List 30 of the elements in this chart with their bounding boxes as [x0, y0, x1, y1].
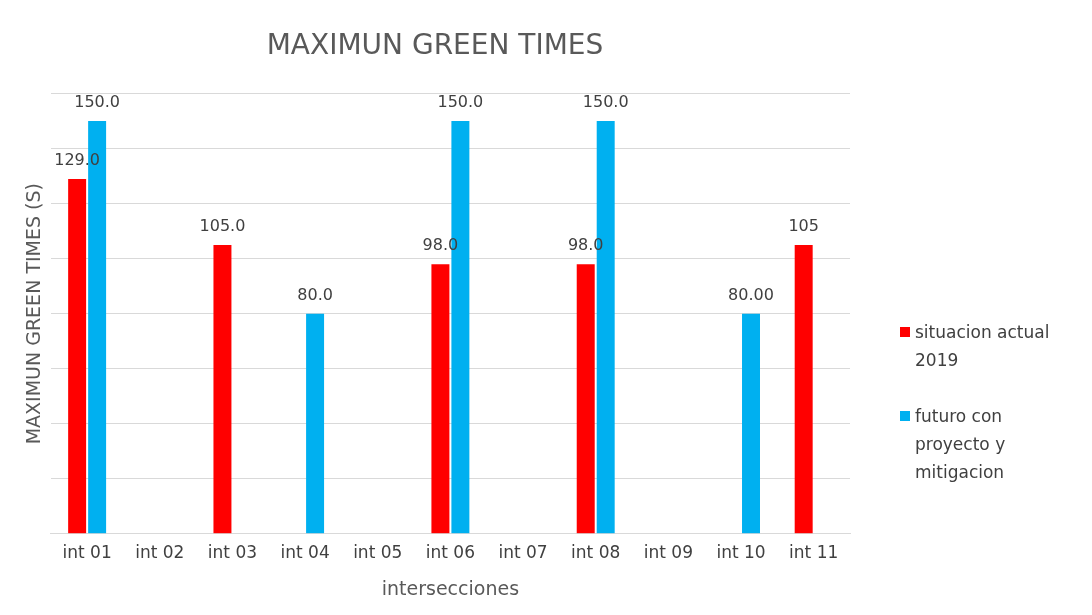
bar [742, 313, 760, 534]
data-label: 150.0 [437, 92, 484, 112]
data-label: 80.00 [728, 284, 774, 304]
bar [431, 264, 450, 534]
x-tick-label: int 03 [207, 542, 258, 563]
x-tick-label: int 05 [353, 542, 403, 563]
x-tick-label: int 09 [643, 542, 693, 563]
data-label: 80.0 [297, 284, 333, 304]
bar [576, 264, 595, 534]
bar [794, 244, 813, 534]
x-tick-label: int 10 [716, 542, 766, 563]
y-axis-title: MAXIMUN GREEN TIMES (S) [22, 183, 45, 445]
x-tick-label: int 04 [280, 542, 330, 563]
bar [306, 313, 325, 534]
x-tick-label: int 07 [498, 542, 548, 563]
x-tick-label: int 02 [135, 542, 185, 563]
data-label: 105 [788, 216, 819, 236]
data-label: 150.0 [74, 92, 121, 112]
x-tick-label: int 01 [62, 542, 112, 563]
legend-label: situacion actual 2019 [915, 321, 1051, 372]
data-label: 105.0 [199, 216, 246, 236]
x-tick-label: int 11 [789, 542, 839, 563]
x-tick-label: int 06 [425, 542, 475, 563]
chart-title: MAXIMUN GREEN TIMES [266, 28, 604, 62]
data-label: 150.0 [582, 92, 629, 112]
x-axis-title: intersecciones [381, 576, 520, 599]
x-tick-label: int 08 [571, 542, 621, 563]
legend-label: futuro con proyecto y mitigacion [915, 405, 1007, 484]
bar [68, 178, 87, 534]
bar [213, 244, 232, 534]
